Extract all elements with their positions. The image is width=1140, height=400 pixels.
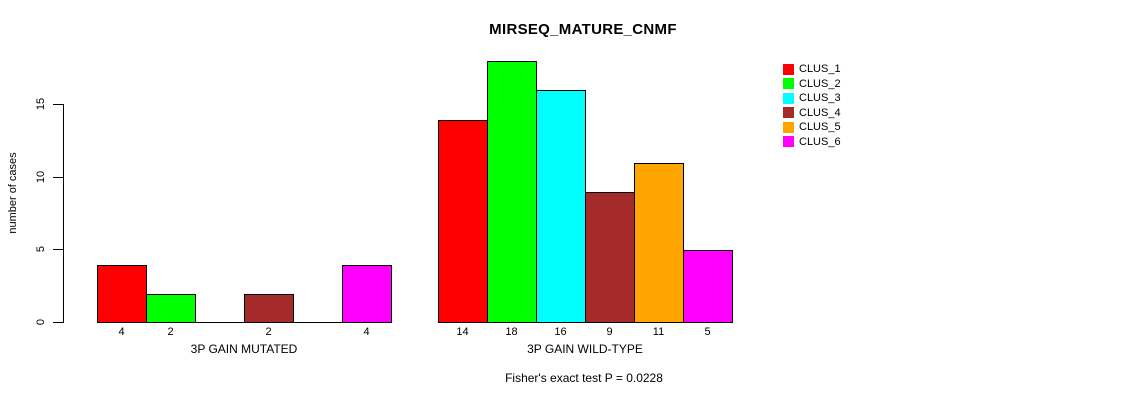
bar: [683, 250, 733, 323]
bar: [146, 294, 196, 323]
bar-value-label: 2: [167, 326, 174, 338]
legend-label: CLUS_6: [799, 135, 841, 148]
legend-swatch: [783, 92, 794, 104]
bar-value-label: 2: [265, 326, 272, 338]
legend-item: CLUS_5: [783, 120, 841, 134]
y-axis-label: number of cases: [7, 152, 19, 234]
y-tick: [53, 104, 63, 105]
bar: [244, 294, 294, 323]
bar: [97, 265, 147, 323]
bar: [634, 163, 684, 323]
legend-label: CLUS_2: [799, 77, 841, 90]
fisher-test-annotation: Fisher's exact test P = 0.0228: [505, 371, 663, 385]
legend-item: CLUS_6: [783, 135, 841, 149]
legend-swatch: [783, 78, 794, 89]
bar-value-label: 9: [606, 326, 613, 338]
legend: CLUS_1 CLUS_2 CLUS_3 CLUS_4 CLUS_5 CLUS_6: [783, 62, 841, 149]
y-tick: [53, 322, 63, 323]
bar-value-label: 16: [554, 326, 567, 338]
legend-swatch: [783, 63, 794, 75]
chart-title: MIRSEQ_MATURE_CNMF: [489, 21, 677, 38]
y-tick-label: 0: [35, 318, 47, 326]
legend-label: CLUS_1: [799, 63, 841, 75]
bar: [585, 192, 635, 323]
legend-label: CLUS_5: [799, 121, 841, 133]
bar-value-label: 5: [704, 326, 711, 338]
y-axis-line: [63, 104, 64, 323]
legend-item: CLUS_4: [783, 106, 841, 120]
legend-label: CLUS_3: [799, 92, 841, 104]
bar-value-label: 11: [652, 326, 665, 338]
bar: [487, 61, 537, 323]
bar-value-label: 18: [505, 326, 518, 338]
bar-value-label: 4: [118, 326, 125, 338]
bar-zero: [195, 322, 245, 323]
legend-item: CLUS_1: [783, 62, 841, 76]
legend-swatch: [783, 121, 794, 133]
bar-value-label: 14: [456, 326, 469, 338]
bar: [342, 265, 392, 323]
legend-swatch: [783, 107, 794, 118]
legend-swatch: [783, 136, 794, 147]
bar-zero: [293, 322, 343, 323]
y-tick: [53, 177, 63, 178]
group-label: 3P GAIN MUTATED: [190, 342, 298, 356]
legend-label: CLUS_4: [799, 106, 841, 119]
bar-value-label: 4: [363, 326, 370, 338]
legend-item: CLUS_2: [783, 77, 841, 91]
legend-item: CLUS_3: [783, 91, 841, 105]
bar: [536, 90, 586, 323]
y-tick-label: 15: [35, 97, 47, 111]
y-tick: [53, 249, 63, 250]
bar: [438, 120, 488, 323]
group-label: 3P GAIN WILD-TYPE: [527, 342, 643, 356]
y-tick-label: 5: [35, 245, 47, 253]
y-tick-label: 10: [35, 170, 47, 184]
